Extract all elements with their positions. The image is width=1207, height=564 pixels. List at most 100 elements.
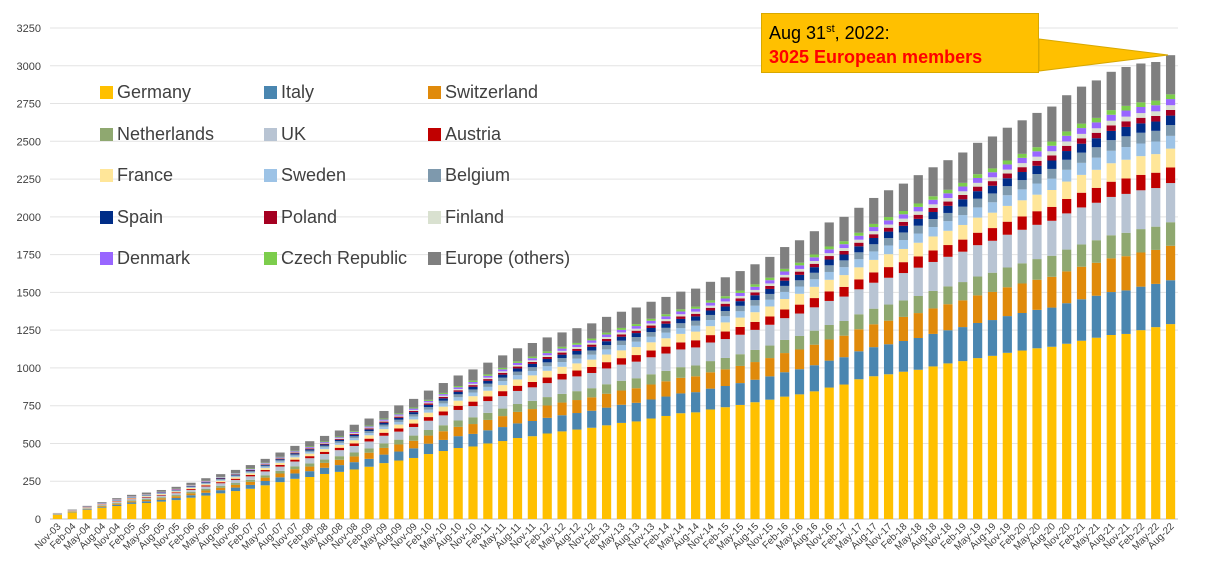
bar-segment-spain: [1047, 160, 1057, 169]
bar-segment-france: [453, 400, 463, 406]
bar-segment-spain: [379, 422, 389, 425]
bar-segment-europe-others-: [735, 271, 745, 291]
bar-segment-uk: [809, 307, 819, 331]
bar-segment-uk: [349, 445, 359, 453]
bar-segment-germany: [423, 454, 434, 519]
bar-segment-italy: [824, 360, 834, 388]
bar-segment-france: [943, 230, 953, 246]
bar-segment-belgium: [1121, 136, 1131, 148]
bar-segment-europe-others-: [587, 323, 597, 339]
bar-segment-uk: [275, 466, 285, 471]
bar-segment-poland: [1062, 145, 1072, 152]
bar-segment-italy: [156, 499, 166, 502]
bar-segment-netherlands: [765, 345, 775, 359]
bar-segment-europe-others-: [319, 435, 330, 442]
bar-segment-netherlands: [735, 354, 745, 366]
bar-segment-belgium: [854, 252, 864, 260]
bar-segment-finland: [275, 458, 285, 459]
bar-segment-denmark: [1091, 122, 1101, 129]
y-tick-label: 1000: [17, 363, 41, 375]
bar-segment-czech-republic: [735, 290, 745, 293]
bar-segment-switzerland: [1047, 276, 1057, 308]
bar-segment-germany: [765, 399, 775, 519]
y-tick-label: 2750: [17, 99, 41, 111]
bar-segment-switzerland: [780, 353, 790, 373]
bar-segment-europe-others-: [1121, 66, 1131, 106]
bar-segment-austria: [201, 485, 211, 487]
bar-segment-netherlands: [230, 483, 241, 485]
bar-segment-germany: [616, 422, 627, 519]
legend-swatch: [428, 127, 441, 141]
bar-segment-uk: [631, 361, 641, 379]
bar-stack: [587, 323, 597, 519]
bar-segment-uk: [557, 379, 567, 394]
bar-segment-netherlands: [409, 435, 419, 441]
bar-segment-france: [765, 306, 775, 317]
bar-stack: [438, 383, 448, 519]
bar-segment-belgium: [824, 265, 834, 272]
bar-segment-finland: [334, 438, 345, 439]
bar-segment-italy: [394, 451, 404, 461]
bar-segment-netherlands: [987, 272, 998, 292]
bar-segment-belgium: [290, 454, 300, 456]
bar-segment-netherlands: [973, 276, 983, 296]
bar-segment-poland: [1076, 138, 1087, 144]
bar-segment-spain: [661, 323, 671, 328]
bar-segment-finland: [1017, 163, 1027, 168]
bar-segment-belgium: [379, 424, 389, 427]
bar-segment-finland: [527, 360, 537, 362]
bar-segment-uk: [512, 390, 523, 405]
bar-segment-belgium: [186, 486, 196, 488]
bar-stack: [794, 240, 805, 519]
bar-segment-uk: [1032, 224, 1042, 260]
bar-segment-germany: [794, 394, 805, 519]
bar-segment-czech-republic: [1165, 94, 1176, 100]
bar-segment-belgium: [201, 482, 211, 484]
legend-label: Denmark: [117, 248, 191, 268]
bar-segment-sweden: [646, 336, 656, 343]
bar-segment-spain: [705, 310, 716, 315]
bar-segment-italy: [809, 365, 819, 392]
bar-segment-italy: [691, 392, 701, 413]
bar-segment-italy: [334, 465, 345, 472]
bar-segment-denmark: [572, 344, 582, 348]
bar-segment-switzerland: [1002, 287, 1012, 317]
bar-segment-spain: [1017, 172, 1027, 181]
bar-segment-germany: [112, 506, 122, 519]
bar-segment-france: [201, 484, 211, 486]
bar-segment-spain: [230, 474, 241, 476]
bar-segment-netherlands: [468, 417, 478, 425]
bar-segment-europe-others-: [305, 441, 315, 447]
bar-segment-italy: [646, 399, 656, 419]
bar-segment-europe-others-: [216, 474, 226, 477]
bar-segment-europe-others-: [1062, 95, 1072, 132]
bar-segment-poland: [794, 271, 805, 275]
bar-segment-belgium: [973, 198, 983, 208]
bar-segment-france: [705, 326, 716, 336]
bar-segment-switzerland: [1062, 271, 1072, 304]
bar-segment-poland: [720, 303, 730, 307]
bar-segment-europe-others-: [171, 486, 181, 489]
legend-swatch: [100, 169, 113, 182]
bar-stack: [720, 277, 730, 519]
bar-segment-europe-others-: [987, 136, 998, 169]
bar-segment-netherlands: [1106, 235, 1116, 259]
bar-segment-sweden: [453, 397, 463, 401]
bar-segment-switzerland: [839, 335, 849, 358]
bar-segment-france: [498, 385, 508, 392]
bar-segment-netherlands: [275, 470, 285, 474]
bar-segment-czech-republic: [705, 300, 716, 303]
bar-segment-europe-others-: [141, 492, 152, 495]
bar-segment-germany: [498, 441, 508, 519]
bar-segment-uk: [394, 431, 404, 440]
bar-segment-switzerland: [601, 393, 612, 408]
bar-segment-finland: [661, 319, 671, 322]
bar-segment-austria: [587, 366, 597, 373]
bar-segment-denmark: [364, 426, 374, 428]
bar-stack: [127, 494, 137, 519]
bar-segment-germany: [572, 429, 582, 519]
bar-segment-poland: [824, 256, 834, 260]
bar-segment-netherlands: [349, 452, 359, 457]
bar-stack: [780, 247, 790, 519]
legend-label: Sweden: [281, 165, 347, 185]
